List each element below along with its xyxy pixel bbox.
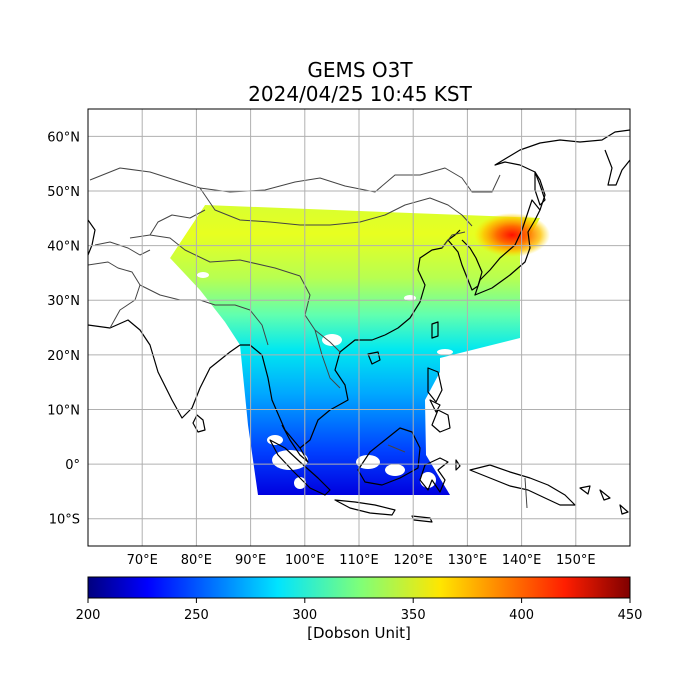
colorbar-tick-label: 250 [184,608,209,623]
colorbar-tick-label: 350 [401,608,426,623]
map-frame [87,108,631,547]
map-title: GEMS O3T [307,58,413,82]
map-gridlines [88,109,630,546]
ozone-maximum-region [474,213,550,257]
colorbar-tick-labels: 200 250 300 350 400 450 [76,598,643,623]
lat-tick-label: 10°S [49,513,80,528]
longitude-tick-labels: 70°E 80°E 90°E 100°E 110°E 120°E 130°E 140°E 150… [127,553,596,568]
lat-tick-label: 30°N [47,294,80,309]
colorbar-tick-label: 300 [292,608,317,623]
lat-tick-label: 0° [65,458,80,473]
country-borders [88,167,528,509]
lon-tick-label: 120°E [393,553,433,568]
lat-tick-label: 20°N [47,349,80,364]
colorbar-unit-label: [Dobson Unit] [307,624,411,642]
colorbar-tick-label: 200 [76,608,101,623]
lon-tick-label: 110°E [339,553,379,568]
lon-tick-label: 100°E [285,553,325,568]
lon-tick-label: 80°E [181,553,212,568]
lat-tick-label: 40°N [47,240,80,255]
lat-tick-label: 60°N [47,130,80,145]
lon-tick-label: 150°E [556,553,596,568]
lon-tick-label: 140°E [502,553,542,568]
lat-tick-label: 50°N [47,185,80,200]
lat-tick-label: 10°N [47,403,80,418]
lon-tick-label: 130°E [448,553,488,568]
lon-tick-label: 90°E [235,553,266,568]
colorbar-tick-label: 400 [509,608,534,623]
latitude-tick-labels: 60°N 50°N 40°N 30°N 20°N 10°N 0° 10°S [47,130,80,527]
colorbar [87,576,631,599]
ozone-data-swath [170,205,540,495]
map-subtitle-datetime: 2024/04/25 10:45 KST [248,82,472,106]
lon-tick-label: 70°E [127,553,158,568]
colorbar-tick-label: 450 [618,608,643,623]
